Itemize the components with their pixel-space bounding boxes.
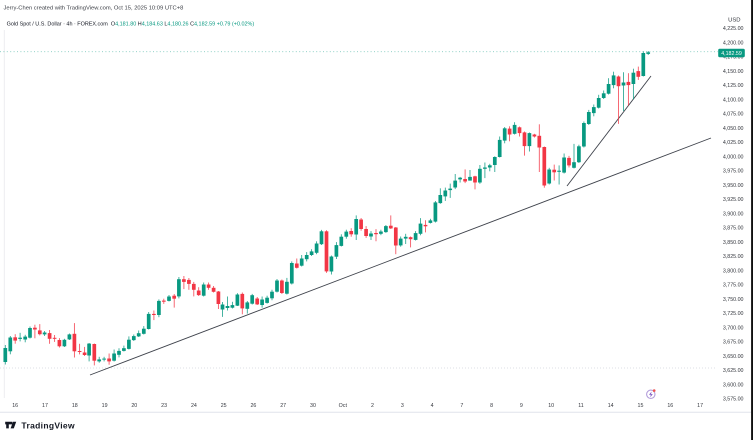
svg-text:3,925.00: 3,925.00 — [723, 197, 744, 203]
svg-text:4,000.00: 4,000.00 — [723, 154, 744, 160]
svg-text:27: 27 — [280, 403, 286, 409]
svg-text:4: 4 — [431, 403, 434, 409]
svg-text:3,700.00: 3,700.00 — [723, 325, 744, 331]
svg-text:3,675.00: 3,675.00 — [723, 340, 744, 346]
svg-text:8: 8 — [490, 403, 493, 409]
svg-text:3,975.00: 3,975.00 — [723, 169, 744, 175]
svg-text:3,750.00: 3,750.00 — [723, 297, 744, 303]
svg-text:3,875.00: 3,875.00 — [723, 226, 744, 232]
svg-text:7: 7 — [460, 403, 463, 409]
svg-text:4,175.00: 4,175.00 — [723, 55, 744, 61]
svg-text:4,075.00: 4,075.00 — [723, 112, 744, 118]
svg-text:4,225.00: 4,225.00 — [723, 26, 744, 32]
svg-text:3,725.00: 3,725.00 — [723, 311, 744, 317]
svg-text:3,650.00: 3,650.00 — [723, 354, 744, 360]
svg-text:3: 3 — [401, 403, 404, 409]
svg-text:24: 24 — [191, 403, 197, 409]
svg-text:3,775.00: 3,775.00 — [723, 283, 744, 289]
svg-text:3,825.00: 3,825.00 — [723, 254, 744, 260]
svg-text:14: 14 — [608, 403, 614, 409]
svg-text:3,900.00: 3,900.00 — [723, 211, 744, 217]
svg-text:3,625.00: 3,625.00 — [723, 368, 744, 374]
svg-text:25: 25 — [221, 403, 227, 409]
svg-text:4,200.00: 4,200.00 — [723, 40, 744, 46]
svg-text:15: 15 — [638, 403, 644, 409]
svg-text:20: 20 — [131, 403, 137, 409]
svg-text:19: 19 — [102, 403, 108, 409]
svg-text:3,850.00: 3,850.00 — [723, 240, 744, 246]
svg-text:3,575.00: 3,575.00 — [723, 397, 744, 403]
svg-text:4,025.00: 4,025.00 — [723, 140, 744, 146]
svg-text:10: 10 — [548, 403, 554, 409]
svg-text:Gold Spot / U.S. Dollar · 4h ·: Gold Spot / U.S. Dollar · 4h · FOREX.com… — [7, 22, 255, 28]
svg-text:3,600.00: 3,600.00 — [723, 382, 744, 388]
svg-text:3,800.00: 3,800.00 — [723, 268, 744, 274]
svg-text:Oct: Oct — [339, 403, 348, 409]
svg-text:11: 11 — [578, 403, 584, 409]
svg-text:3,950.00: 3,950.00 — [723, 183, 744, 189]
svg-text:18: 18 — [72, 403, 78, 409]
svg-text:4,050.00: 4,050.00 — [723, 126, 744, 132]
svg-text:9: 9 — [520, 403, 523, 409]
svg-text:Jerry-Chen created with Tradin: Jerry-Chen created with TradingView.com,… — [4, 6, 184, 12]
svg-text:17: 17 — [697, 403, 703, 409]
svg-text:16: 16 — [667, 403, 673, 409]
svg-text:16: 16 — [12, 403, 18, 409]
svg-text:2: 2 — [371, 403, 374, 409]
svg-text:30: 30 — [310, 403, 316, 409]
svg-text:23: 23 — [161, 403, 167, 409]
svg-text:26: 26 — [250, 403, 256, 409]
svg-text:TradingView: TradingView — [21, 421, 75, 431]
svg-text:USD: USD — [728, 17, 740, 23]
svg-text:17: 17 — [42, 403, 48, 409]
svg-text:4,182.59: 4,182.59 — [721, 51, 742, 57]
svg-text:4,150.00: 4,150.00 — [723, 69, 744, 75]
svg-text:4,125.00: 4,125.00 — [723, 83, 744, 89]
svg-text:4,100.00: 4,100.00 — [723, 97, 744, 103]
